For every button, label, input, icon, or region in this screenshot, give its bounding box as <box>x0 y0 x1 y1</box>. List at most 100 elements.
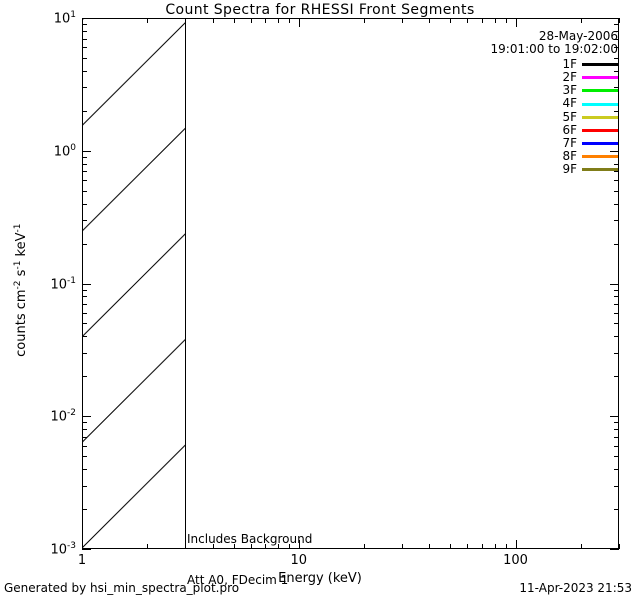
rhessi-count-spectra-plot: Count Spectra for RHESSI Front Segments … <box>4 2 632 595</box>
y-tick-left <box>82 336 87 338</box>
page-title: Count Spectra for RHESSI Front Segments <box>165 2 475 18</box>
y-tick-left <box>82 24 87 26</box>
y-tick-left <box>82 323 87 325</box>
legend-color-swatch <box>582 89 618 93</box>
y-tick-right <box>614 323 619 325</box>
legend-color-swatch <box>582 63 618 67</box>
y-tick-left <box>82 549 91 550</box>
annotation-line-1: Includes Background <box>187 532 313 546</box>
legend-item-6f: 6F <box>491 123 618 137</box>
y-tick-right <box>614 47 619 49</box>
x-tick-label: 1 <box>77 553 87 568</box>
y-tick-right <box>614 445 619 447</box>
y-tick-left <box>82 30 87 32</box>
y-tick-right <box>614 289 619 291</box>
x-tick-top <box>277 18 279 23</box>
y-tick-left <box>82 163 87 165</box>
legend-color-swatch <box>582 102 618 106</box>
legend-color-swatch <box>582 128 618 132</box>
x-tick-bottom <box>147 544 149 549</box>
y-tick-label: 10-1 <box>50 275 76 292</box>
y-tick-label: 100 <box>53 142 76 160</box>
y-tick-left <box>82 283 91 285</box>
x-tick-top <box>82 18 83 27</box>
y-tick-right <box>614 336 619 338</box>
legend-time-range: 19:01:00 to 19:02:00 <box>490 42 618 57</box>
x-tick-bottom <box>233 544 235 549</box>
y-tick-left <box>82 57 87 59</box>
y-tick-right <box>614 87 619 89</box>
y-axis-title: counts cm-2 s-1 keV-1 <box>12 223 30 357</box>
x-tick-label: 100 <box>503 553 528 568</box>
legend-color-swatch <box>582 167 618 171</box>
y-tick-right <box>614 24 619 26</box>
x-tick-top <box>494 18 496 23</box>
x-tick-top <box>619 18 620 23</box>
y-tick-right <box>614 296 619 298</box>
y-tick-left <box>82 312 87 314</box>
y-tick-label: 101 <box>53 10 76 27</box>
y-tick-left <box>82 456 87 458</box>
legend-item-label: 9F <box>562 161 577 176</box>
x-tick-top <box>580 18 582 23</box>
y-tick-left <box>82 38 87 40</box>
y-tick-left <box>82 243 87 245</box>
y-tick-right <box>614 30 619 32</box>
x-tick-top <box>298 18 300 27</box>
y-tick-left <box>82 429 87 431</box>
legend-item-label: 3F <box>562 83 577 98</box>
y-tick-right <box>614 163 619 165</box>
x-tick-top <box>505 18 507 23</box>
y-tick-left <box>82 87 87 89</box>
y-tick-right <box>614 180 619 182</box>
y-tick-right <box>614 110 619 112</box>
y-tick-left <box>82 509 87 511</box>
y-tick-left <box>82 304 87 306</box>
footer-timestamp: 11-Apr-2023 21:53 <box>519 581 632 595</box>
legend-item-4f: 4F <box>491 97 618 110</box>
y-tick-right <box>610 150 619 152</box>
x-axis-title: Energy (keV) <box>278 571 362 586</box>
legend-item-label: 4F <box>562 96 577 111</box>
y-tick-right <box>614 312 619 314</box>
x-tick-bottom <box>364 544 366 549</box>
footer-generator: Generated by hsi_min_spectra_plot.pro <box>4 581 240 595</box>
y-tick-left <box>82 485 87 487</box>
x-tick-bottom <box>450 544 452 549</box>
x-tick-bottom <box>288 544 290 549</box>
y-tick-right <box>614 422 619 424</box>
y-tick-left <box>82 296 87 298</box>
legend-item-label: 1F <box>562 57 577 72</box>
x-tick-top <box>467 18 469 23</box>
y-tick-label: 10-2 <box>50 408 76 425</box>
y-tick-left <box>82 445 87 447</box>
plot-annotation: Includes Background Att A0, FDecim 1 <box>187 506 312 614</box>
y-tick-right <box>614 456 619 458</box>
legend-item-7f: 7F <box>491 135 618 150</box>
x-tick-bottom <box>185 544 187 549</box>
x-tick-bottom <box>619 544 620 549</box>
x-tick-bottom <box>402 544 404 549</box>
legend-color-swatch <box>582 141 618 145</box>
legend-color-swatch <box>582 76 618 80</box>
x-tick-bottom <box>265 544 267 549</box>
x-tick-top <box>402 18 404 23</box>
x-tick-bottom <box>481 544 483 549</box>
legend-item-2f: 2F <box>491 71 618 84</box>
legend-item-label: 5F <box>562 109 577 124</box>
y-tick-right <box>614 70 619 72</box>
y-tick-left <box>82 171 87 173</box>
y-tick-right <box>614 429 619 431</box>
y-tick-right <box>610 18 619 19</box>
legend-item-1f: 1F <box>491 58 618 71</box>
y-tick-right <box>614 469 619 471</box>
x-tick-label: 10 <box>290 553 308 568</box>
y-tick-left <box>82 422 87 424</box>
legend-entries: 1F 2F 3F 4F 5F 6F 7F 8F 9F <box>491 58 618 176</box>
legend-item-label: 7F <box>562 135 577 150</box>
legend-item-label: 8F <box>562 148 577 163</box>
y-tick-left <box>82 150 91 152</box>
x-tick-bottom <box>212 544 214 549</box>
y-tick-left <box>82 47 87 49</box>
y-tick-left <box>82 70 87 72</box>
